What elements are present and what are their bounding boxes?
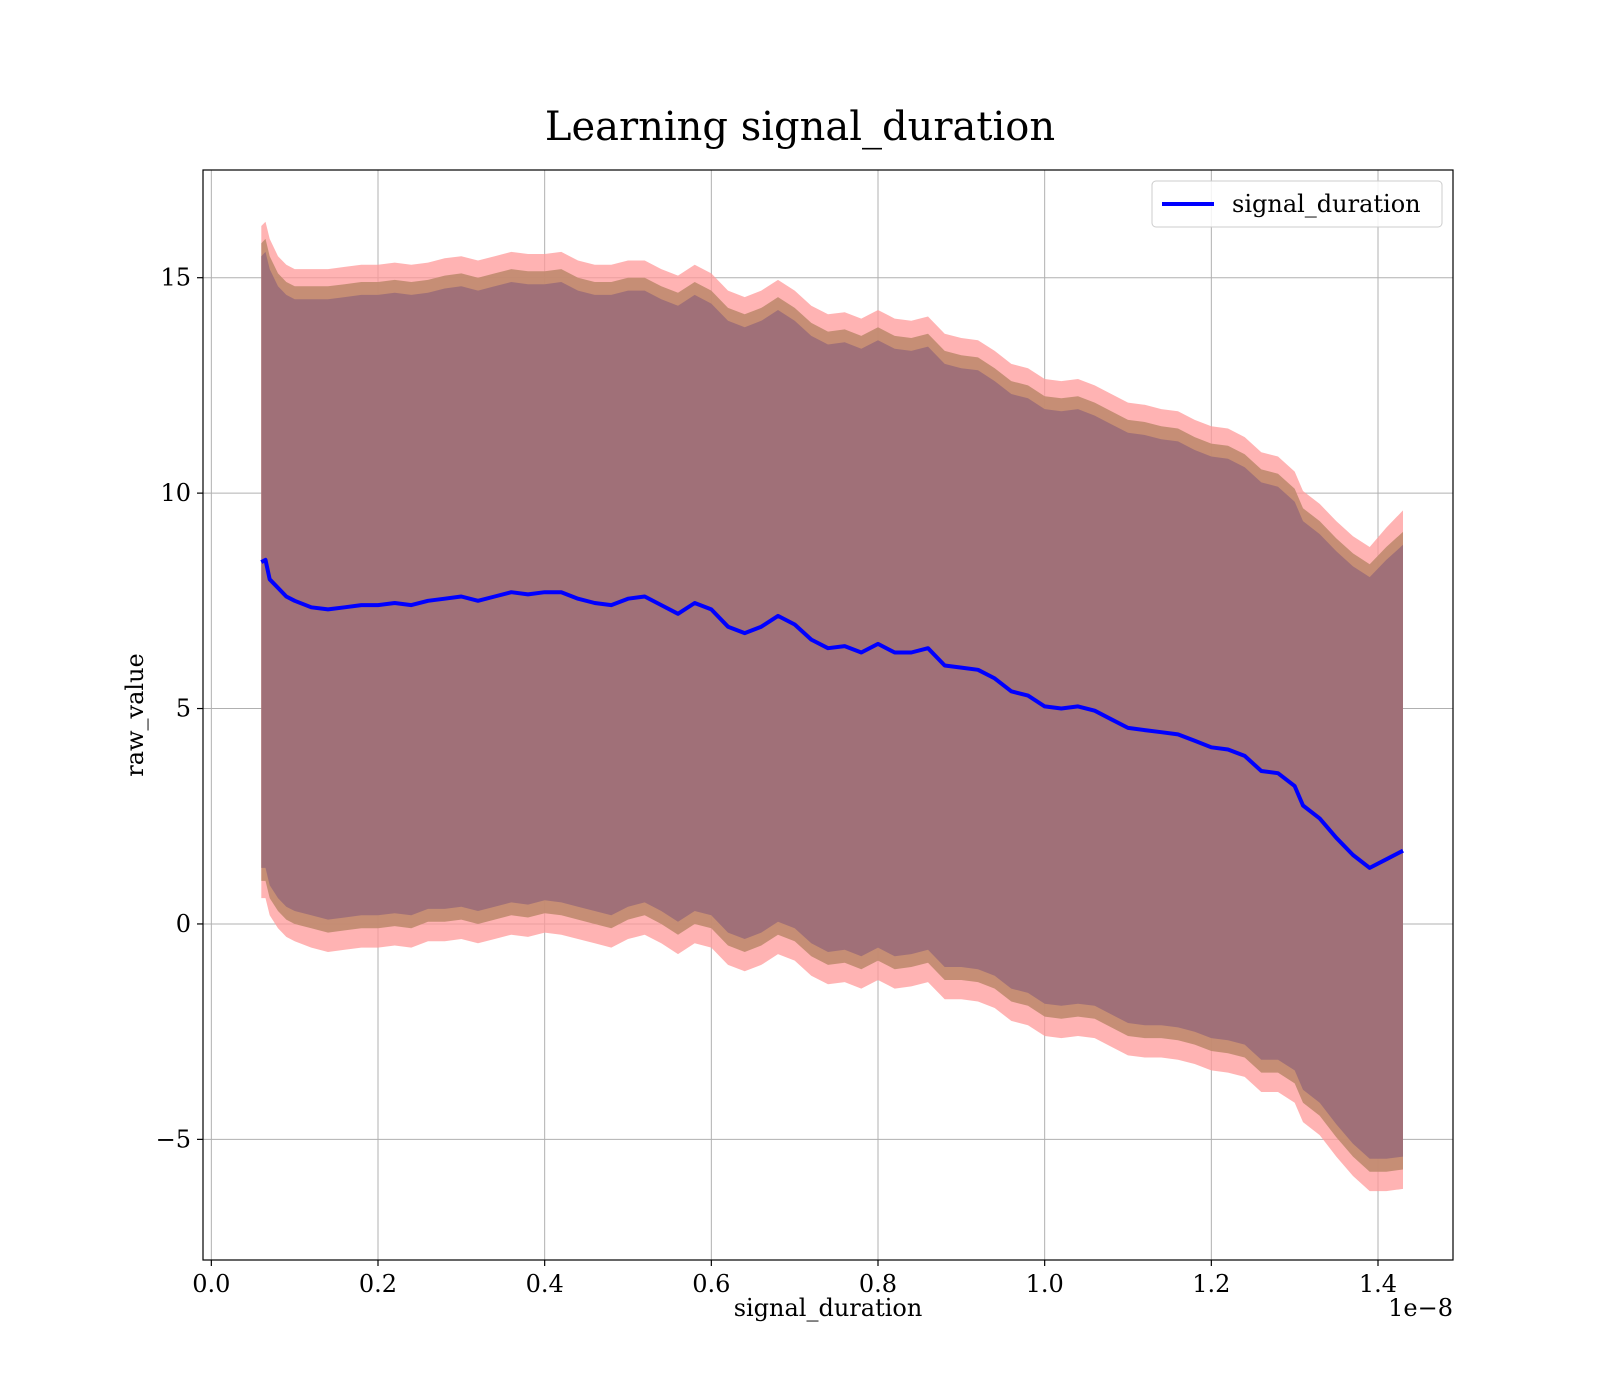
- legend-box: [1151, 180, 1443, 228]
- legend-entry-signal-duration: signal_duration: [1232, 190, 1421, 218]
- y-tick-label: 15: [160, 264, 191, 292]
- plot-area: [202, 169, 1454, 1261]
- chart-title: Learning signal_duration: [545, 104, 1055, 150]
- x-axis-label: signal_duration: [734, 1294, 923, 1322]
- confidence-band-inner: [261, 251, 1403, 1159]
- x-tick-label: 1.2: [1192, 1270, 1230, 1298]
- series-line-signal-duration: [260, 557, 1404, 870]
- y-axis-ticks: −5 0 5 10 15: [156, 264, 203, 1153]
- band-layer: [261, 221, 1403, 1192]
- legend: signal_duration: [1151, 180, 1443, 228]
- plot-frame: [202, 169, 1454, 1261]
- y-tick-label: 10: [160, 479, 191, 507]
- y-tick-label: 0: [176, 910, 191, 938]
- x-tick-label: 1.4: [1359, 1270, 1397, 1298]
- x-tick-label: 0.2: [359, 1270, 397, 1298]
- y-tick-label: 5: [176, 695, 191, 723]
- x-axis-offset-label: 1e−8: [1388, 1294, 1453, 1322]
- x-tick-label: 1.0: [1026, 1270, 1064, 1298]
- x-axis-ticks: 0.0 0.2 0.4 0.6 0.8 1.0 1.2 1.4: [192, 1260, 1397, 1298]
- x-tick-label: 0.0: [192, 1270, 230, 1298]
- x-tick-label: 0.8: [859, 1270, 897, 1298]
- line-layer: [260, 557, 1404, 870]
- x-tick-label: 0.4: [526, 1270, 564, 1298]
- x-tick-label: 0.6: [692, 1270, 730, 1298]
- y-tick-label: −5: [156, 1125, 191, 1153]
- y-axis-label: raw_value: [121, 653, 149, 777]
